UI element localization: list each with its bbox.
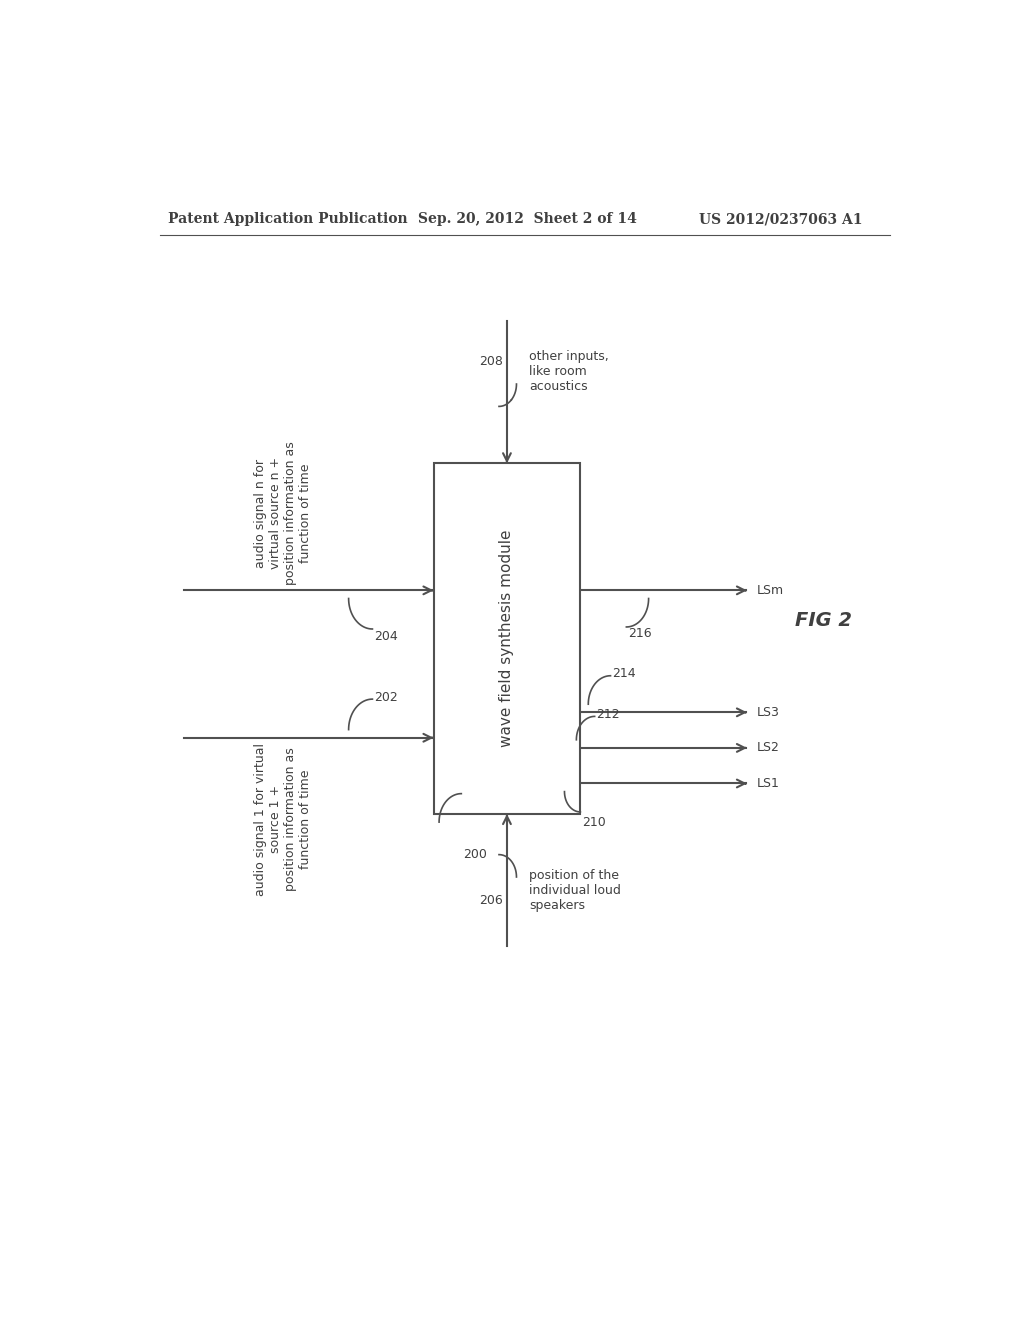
Text: Sep. 20, 2012  Sheet 2 of 14: Sep. 20, 2012 Sheet 2 of 14	[418, 213, 637, 227]
Text: 204: 204	[374, 630, 397, 643]
Text: LS3: LS3	[757, 706, 779, 719]
Text: 216: 216	[628, 627, 651, 640]
Text: audio signal 1 for virtual
source 1 +
position information as
function of time: audio signal 1 for virtual source 1 + po…	[254, 743, 311, 896]
Text: Patent Application Publication: Patent Application Publication	[168, 213, 408, 227]
Text: LS1: LS1	[757, 777, 779, 789]
Text: 202: 202	[374, 690, 397, 704]
Text: 212: 212	[596, 708, 620, 721]
Text: LSm: LSm	[757, 583, 783, 597]
Text: 210: 210	[582, 816, 605, 829]
Text: US 2012/0237063 A1: US 2012/0237063 A1	[699, 213, 863, 227]
Text: 208: 208	[479, 355, 503, 368]
Text: position of the
individual loud
speakers: position of the individual loud speakers	[529, 869, 621, 912]
Text: other inputs,
like room
acoustics: other inputs, like room acoustics	[529, 350, 609, 393]
Bar	[433, 463, 581, 814]
Text: FIG 2: FIG 2	[795, 611, 852, 631]
Text: audio signal n for
virtual source n +
position information as
function of time: audio signal n for virtual source n + po…	[254, 441, 311, 585]
Text: 200: 200	[463, 849, 486, 861]
Text: wave field synthesis module: wave field synthesis module	[500, 529, 514, 747]
Text: 206: 206	[479, 894, 503, 907]
Text: 214: 214	[612, 667, 636, 680]
Text: LS2: LS2	[757, 742, 779, 755]
